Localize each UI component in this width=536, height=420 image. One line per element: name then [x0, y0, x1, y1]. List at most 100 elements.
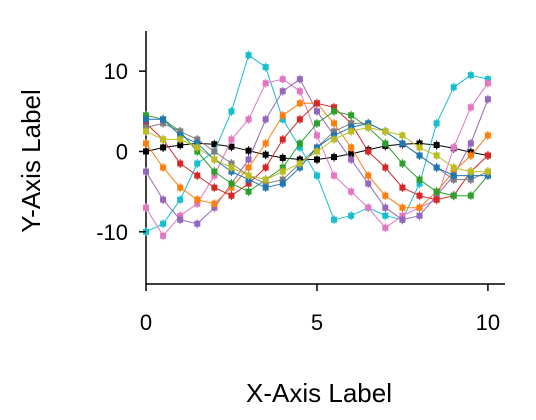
data-point: [484, 168, 491, 175]
data-point: [296, 160, 303, 167]
data-point: [211, 148, 218, 155]
data-point: [228, 108, 235, 115]
data-point: [365, 180, 372, 187]
data-point: [194, 160, 201, 167]
data-point: [194, 172, 201, 179]
data-point: [296, 116, 303, 123]
data-point: [279, 76, 286, 83]
data-point: [433, 196, 440, 203]
data-point: [262, 164, 269, 171]
data-point: [467, 140, 474, 147]
data-point: [348, 150, 355, 157]
series-layer: [143, 50, 491, 241]
data-point: [331, 216, 338, 223]
x-axis-label: X-Axis Label: [246, 378, 392, 408]
axes: [145, 31, 505, 285]
data-point: [279, 168, 286, 175]
data-point: [194, 196, 201, 203]
data-point: [382, 192, 389, 199]
data-point: [399, 132, 406, 139]
data-point: [279, 180, 286, 187]
data-point: [348, 156, 355, 163]
data-point: [416, 192, 423, 199]
data-point: [160, 116, 167, 123]
data-point: [348, 144, 355, 151]
y-axis-label: Y-Axis Label: [16, 89, 46, 233]
data-point: [416, 204, 423, 211]
data-point: [245, 156, 252, 163]
data-point: [348, 188, 355, 195]
data-point: [245, 188, 252, 195]
data-point: [450, 192, 457, 199]
data-point: [160, 232, 167, 239]
data-point: [279, 112, 286, 119]
data-point: [416, 144, 423, 151]
data-point: [279, 154, 286, 161]
data-point: [365, 148, 372, 155]
data-point: [177, 196, 184, 203]
data-point: [194, 144, 201, 151]
data-point: [450, 144, 457, 151]
data-point: [228, 192, 235, 199]
tick-layer: 0 5 10 -10 0 10: [96, 59, 500, 335]
x-tick-label: 5: [311, 310, 323, 335]
data-point: [245, 52, 252, 59]
data-point: [399, 184, 406, 191]
data-point: [262, 184, 269, 191]
data-point: [228, 136, 235, 143]
data-point: [211, 156, 218, 163]
data-point: [467, 192, 474, 199]
y-tick-label: 10: [104, 59, 128, 84]
data-point: [450, 172, 457, 179]
data-point: [331, 136, 338, 143]
data-point: [296, 76, 303, 83]
data-point: [399, 204, 406, 211]
x-tick-label: 10: [476, 310, 500, 335]
data-point: [296, 100, 303, 107]
data-point: [365, 204, 372, 211]
data-point: [331, 172, 338, 179]
data-point: [177, 160, 184, 167]
data-point: [399, 216, 406, 223]
data-point: [228, 180, 235, 187]
data-point: [331, 108, 338, 115]
data-point: [245, 172, 252, 179]
data-point: [262, 80, 269, 87]
data-point: [313, 100, 320, 107]
data-point: [262, 176, 269, 183]
data-point: [245, 147, 252, 154]
data-point: [484, 80, 491, 87]
data-point: [467, 152, 474, 159]
data-point: [143, 140, 149, 147]
data-point: [433, 164, 440, 171]
data-point: [382, 224, 389, 231]
data-point: [450, 164, 457, 171]
data-point: [416, 176, 423, 183]
data-point: [177, 142, 184, 149]
data-point: [382, 212, 389, 219]
data-point: [177, 216, 184, 223]
data-point: [211, 200, 218, 207]
data-point: [416, 152, 423, 159]
data-point: [245, 164, 252, 171]
data-point: [399, 140, 406, 147]
data-point: [143, 116, 149, 123]
data-point: [262, 116, 269, 123]
data-point: [467, 104, 474, 111]
data-point: [416, 212, 423, 219]
data-point: [313, 108, 320, 115]
data-point: [262, 64, 269, 71]
data-point: [211, 168, 218, 175]
data-point: [365, 172, 372, 179]
data-point: [143, 204, 149, 211]
data-point: [382, 204, 389, 211]
data-point: [211, 141, 218, 148]
y-tick-label: -10: [96, 220, 128, 245]
data-point: [433, 142, 440, 149]
data-point: [160, 196, 167, 203]
data-point: [160, 136, 167, 143]
data-point: [348, 128, 355, 135]
data-point: [313, 172, 320, 179]
data-point: [399, 160, 406, 167]
